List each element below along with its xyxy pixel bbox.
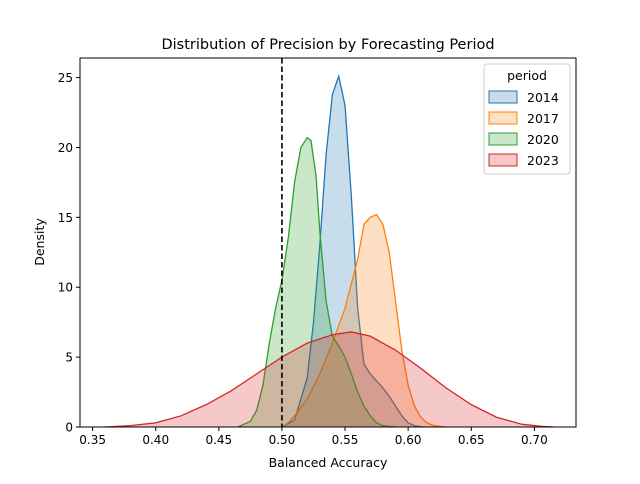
legend-label-2023: 2023: [527, 153, 559, 168]
y-axis-ticks: 0 5 10 15 20 25: [58, 71, 80, 435]
x-tick-label-0-50: 0.50: [269, 433, 296, 447]
y-axis-label: Density: [32, 218, 47, 266]
axes-frame: [79, 57, 577, 428]
x-tick-label-0-55: 0.55: [332, 433, 359, 447]
x-tick-label-0-40: 0.40: [142, 433, 169, 447]
chart-title: Distribution of Precision by Forecasting…: [161, 37, 494, 53]
legend-swatch-2023: [488, 153, 518, 167]
legend-label-2020: 2020: [527, 132, 559, 147]
legend-swatch-2020: [488, 132, 518, 146]
density-line-2014: [281, 73, 424, 428]
legend-label-2017: 2017: [527, 111, 559, 126]
legend-title: period: [507, 68, 547, 83]
density-area-2017: [281, 214, 447, 427]
density-line-2023: [105, 331, 554, 428]
legend-label-2014: 2014: [527, 90, 559, 105]
plot-area: [105, 73, 554, 428]
x-tick-label-0-35: 0.35: [79, 433, 106, 447]
y-tick-label-10: 10: [58, 281, 73, 295]
density-line-2020: [237, 136, 396, 428]
x-tick-label-0-60: 0.60: [395, 433, 422, 447]
y-tick-label-25: 25: [58, 71, 73, 85]
x-axis-ticks: 0.35 0.40 0.45 0.50 0.55 0.60 0.65 0.70: [79, 427, 548, 447]
x-tick-label-0-45: 0.45: [205, 433, 232, 447]
y-tick-label-5: 5: [65, 351, 73, 365]
x-tick-label-0-65: 0.65: [458, 433, 485, 447]
y-tick-label-15: 15: [58, 211, 73, 225]
x-axis-label: Balanced Accuracy: [269, 455, 388, 470]
y-tick-label-0: 0: [65, 421, 73, 435]
density-line-2017: [281, 213, 447, 428]
legend-items: 2014 2017 2020 2023: [488, 90, 559, 168]
x-tick-label-0-70: 0.70: [521, 433, 548, 447]
density-area-2023: [105, 331, 554, 427]
legend: period 2014 2017 2020 2023: [483, 63, 571, 175]
legend-swatch-2017: [488, 111, 518, 125]
legend-swatch-2014: [488, 90, 518, 104]
y-tick-label-20: 20: [58, 141, 73, 155]
density-area-2020: [237, 137, 396, 428]
